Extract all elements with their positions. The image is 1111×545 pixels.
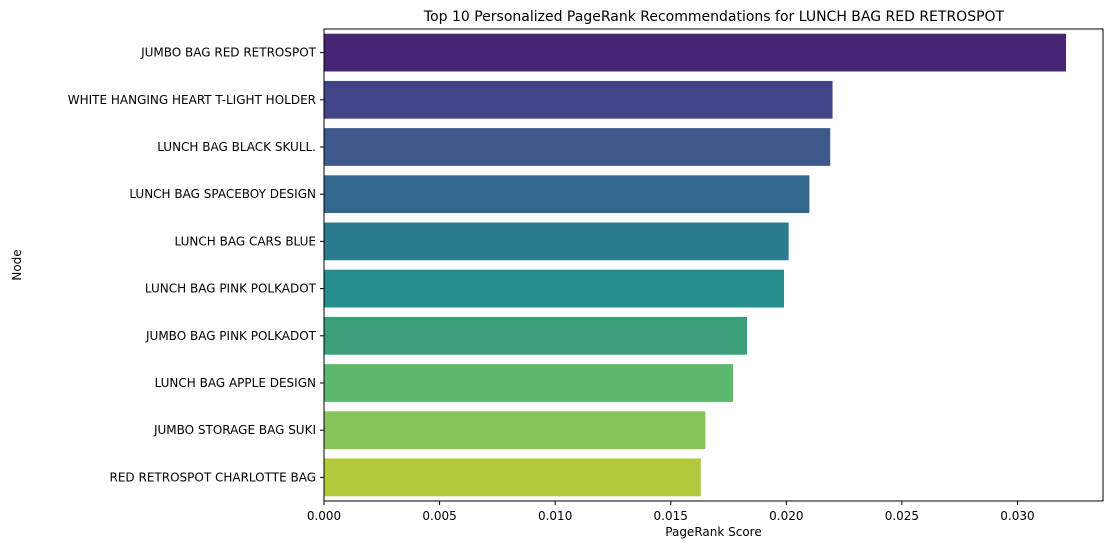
- x-tick-label: 0.030: [1000, 509, 1034, 523]
- y-tick-label: LUNCH BAG CARS BLUE: [175, 234, 316, 248]
- y-tick-label: LUNCH BAG APPLE DESIGN: [155, 376, 316, 390]
- x-tick-label: 0.025: [885, 509, 919, 523]
- chart-title: Top 10 Personalized PageRank Recommendat…: [423, 9, 1005, 25]
- bar: [324, 128, 831, 166]
- y-axis-title: Node: [10, 249, 24, 280]
- y-tick-label: JUMBO STORAGE BAG SUKI: [153, 423, 316, 437]
- x-tick-label: 0.010: [538, 509, 572, 523]
- y-tick-label: LUNCH BAG BLACK SKULL.: [157, 140, 316, 154]
- bar: [324, 458, 701, 497]
- y-tick-label: WHITE HANGING HEART T-LIGHT HOLDER: [68, 93, 316, 107]
- x-axis-title: PageRank Score: [665, 525, 761, 539]
- bar: [324, 175, 810, 214]
- y-tick-labels: JUMBO BAG RED RETROSPOT WHITE HANGING HEA…: [68, 46, 324, 484]
- plot-frame: [323, 28, 1104, 502]
- x-tick-label: 0.000: [307, 509, 341, 523]
- x-tick-label: 0.020: [769, 509, 803, 523]
- bar: [324, 269, 785, 308]
- y-tick-label: LUNCH BAG PINK POLKADOT: [145, 282, 317, 296]
- x-tick-label: 0.005: [422, 509, 456, 523]
- y-tick-label: JUMBO BAG PINK POLKADOT: [145, 329, 317, 343]
- y-tick-label: JUMBO BAG RED RETROSPOT: [140, 46, 317, 60]
- bar: [324, 316, 748, 355]
- x-tick-labels: 0.000 0.005 0.010 0.015 0.020 0.025 0.030: [307, 501, 1035, 523]
- y-tick-label: LUNCH BAG SPACEBOY DESIGN: [129, 187, 316, 201]
- bar: [324, 222, 789, 261]
- bar: [324, 33, 1067, 72]
- bar: [324, 80, 833, 119]
- x-tick-label: 0.015: [654, 509, 688, 523]
- bar: [324, 364, 734, 402]
- bars-group: [324, 33, 1067, 497]
- y-tick-label: RED RETROSPOT CHARLOTTE BAG: [110, 470, 316, 484]
- bar: [324, 411, 706, 450]
